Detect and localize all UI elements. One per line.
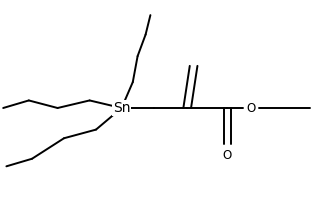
Text: O: O (223, 149, 232, 162)
Text: O: O (247, 102, 256, 114)
Text: Sn: Sn (113, 101, 130, 115)
